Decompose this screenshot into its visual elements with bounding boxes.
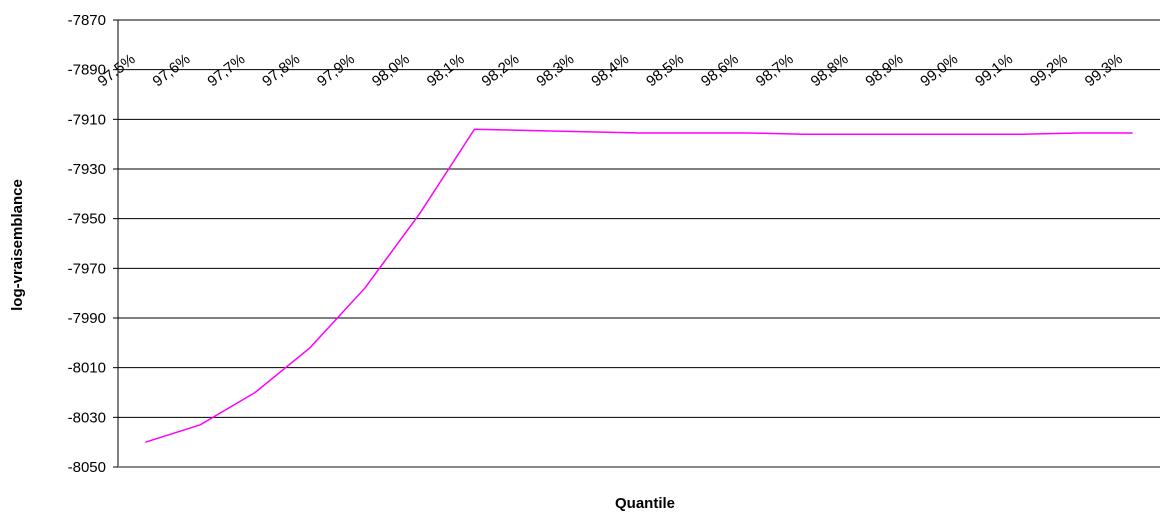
x-axis-title: Quantile xyxy=(615,495,675,512)
x-tick-label: 98,1% xyxy=(424,51,468,91)
y-tick-label: -7870 xyxy=(68,12,106,29)
x-tick-label: 98,0% xyxy=(369,51,413,91)
x-tick-label: 98,4% xyxy=(588,51,632,91)
y-tick-label: -7890 xyxy=(68,62,106,79)
x-tick-label: 97,5% xyxy=(95,51,139,91)
y-tick-label: -7990 xyxy=(68,310,106,327)
x-tick-label: 98,9% xyxy=(862,51,906,91)
y-tick-label: -7930 xyxy=(68,161,106,178)
x-tick-label: 98,3% xyxy=(533,51,577,91)
line xyxy=(145,128,1133,443)
x-tick-label: 97,8% xyxy=(259,51,303,91)
y-tick-label: -8010 xyxy=(68,360,106,377)
x-tick-label: 97,9% xyxy=(314,51,358,91)
x-tick-label: 98,7% xyxy=(753,51,797,91)
y-tick-label: -7910 xyxy=(68,111,106,128)
y-tick-label: -8050 xyxy=(68,459,106,476)
x-tick-label: 98,6% xyxy=(698,51,742,91)
x-tick-label: 98,2% xyxy=(479,51,523,91)
x-tick-label: 99,2% xyxy=(1027,51,1071,91)
x-tick-label: 98,8% xyxy=(808,51,852,91)
y-axis-title: log-vraisemblance xyxy=(9,179,26,311)
x-tick-label: 99,0% xyxy=(917,51,961,91)
x-tick-label: 99,1% xyxy=(972,51,1016,91)
y-tick-label: -7950 xyxy=(68,211,106,228)
x-tick-label: 99,3% xyxy=(1082,51,1126,91)
x-tick-label: 97,6% xyxy=(149,51,193,91)
y-tick-label: -8030 xyxy=(68,409,106,426)
x-tick-label: 98,5% xyxy=(643,51,687,91)
x-tick-label: 97,7% xyxy=(204,51,248,91)
y-tick-label: -7970 xyxy=(68,260,106,277)
